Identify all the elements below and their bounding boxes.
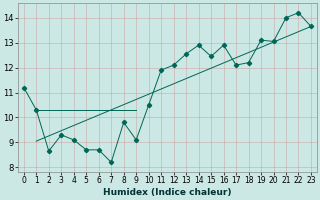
X-axis label: Humidex (Indice chaleur): Humidex (Indice chaleur) [103, 188, 232, 197]
